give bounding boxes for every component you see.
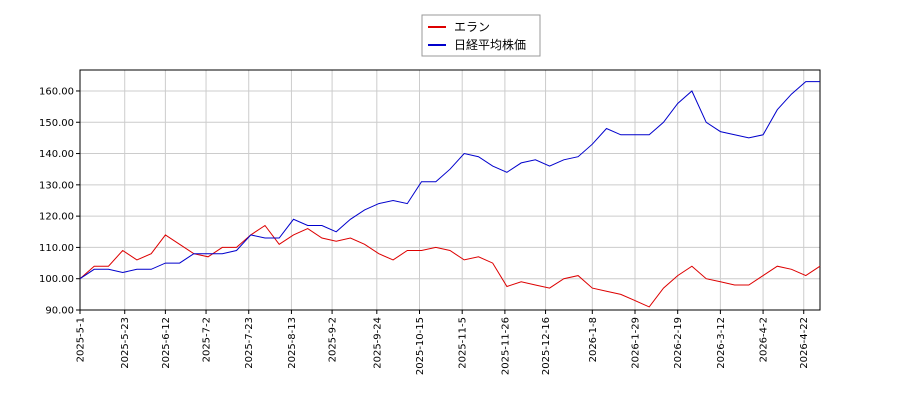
x-tick-label: 2025-7-2 [202, 317, 213, 362]
x-tick-label: 2025-7-23 [244, 317, 255, 369]
x-tick-label: 2025-6-12 [161, 317, 172, 369]
x-tick-label: 2025-10-15 [415, 317, 426, 375]
x-tick-label: 2026-4-22 [799, 317, 810, 369]
x-tick-label: 2025-8-13 [287, 317, 298, 369]
y-tick-label: 90.00 [45, 306, 74, 317]
x-tick-label: 2025-9-2 [328, 317, 339, 362]
y-tick-label: 160.00 [39, 86, 74, 97]
legend-label: エラン [454, 20, 490, 34]
y-tick-label: 150.00 [39, 118, 74, 129]
y-tick-label: 140.00 [39, 149, 74, 160]
x-tick-label: 2025-9-24 [372, 317, 383, 369]
x-tick-label: 2026-2-19 [673, 317, 684, 369]
x-tick-label: 2026-1-29 [631, 317, 642, 369]
y-tick-label: 120.00 [39, 212, 74, 223]
y-tick-label: 100.00 [39, 274, 74, 285]
x-tick-label: 2025-5-23 [120, 317, 131, 369]
plot-frame [79, 69, 821, 311]
x-tick-label: 2026-4-2 [759, 317, 770, 362]
legend-label: 日経平均株価 [454, 37, 526, 52]
series-line [79, 81, 820, 280]
x-tick-label: 2026-3-12 [716, 317, 727, 369]
series-line [79, 224, 821, 308]
x-tick-label: 2026-1-8 [588, 317, 599, 362]
y-tick-label: 130.00 [39, 180, 74, 191]
x-tick-label: 2025-11-26 [500, 317, 511, 375]
legend-box [421, 14, 541, 57]
y-tick-label: 110.00 [39, 243, 74, 254]
x-tick-label: 2025-5-1 [76, 317, 87, 362]
x-tick-label: 2025-12-16 [541, 317, 552, 375]
x-tick-label: 2025-11-5 [458, 317, 469, 369]
